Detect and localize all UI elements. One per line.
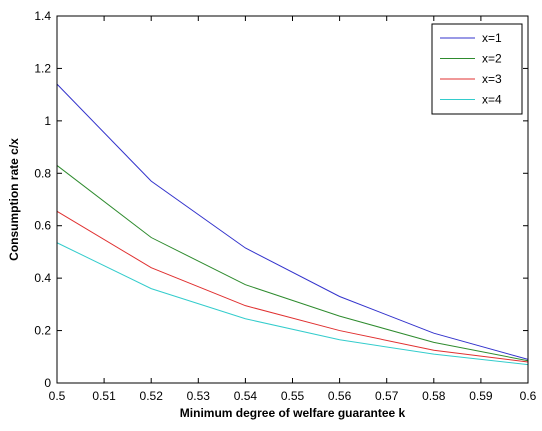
legend-label: x=2 [482,52,502,66]
tick-labels: 0.5 0.51 0.52 0.53 0.54 0.55 0.56 0.57 0.58 0.59 0… [34,9,536,403]
x-tick-label: 0.55 [281,389,305,403]
y-tick-label: 0.8 [34,166,51,180]
y-axis-label: Consumption rate c/x [7,138,21,261]
x-tick-label: 0.56 [328,389,352,403]
y-tick-label: 0 [44,376,51,390]
y-tick-label: 0.6 [34,219,51,233]
y-tick-label: 1.2 [34,61,51,75]
x-tick-label: 0.52 [140,389,164,403]
y-tick-label: 1 [44,114,51,128]
x-tick-label: 0.53 [187,389,211,403]
legend: x=1 x=2 x=3 x=4 [431,23,523,115]
series-line-3 [56,210,529,363]
x-tick-label: 0.5 [49,389,66,403]
legend-label: x=4 [482,93,502,107]
series-line-2 [56,165,529,362]
legend-label: x=1 [482,31,502,45]
y-tick-label: 0.2 [34,324,51,338]
y-tick-label: 1.4 [34,9,51,23]
series-layer [56,83,529,366]
y-tick-label: 0.4 [34,271,51,285]
plot-frame [56,15,529,384]
series-line-4 [56,242,529,366]
x-tick-label: 0.54 [234,389,258,403]
series-line-1 [56,83,529,360]
x-tick-label: 0.6 [520,389,537,403]
legend-label: x=3 [482,72,502,86]
x-tick-label: 0.51 [92,389,116,403]
x-tick-label: 0.57 [375,389,399,403]
x-tick-label: 0.59 [469,389,493,403]
x-tick-label: 0.58 [422,389,446,403]
x-axis-label: Minimum degree of welfare guarantee k [180,406,406,420]
